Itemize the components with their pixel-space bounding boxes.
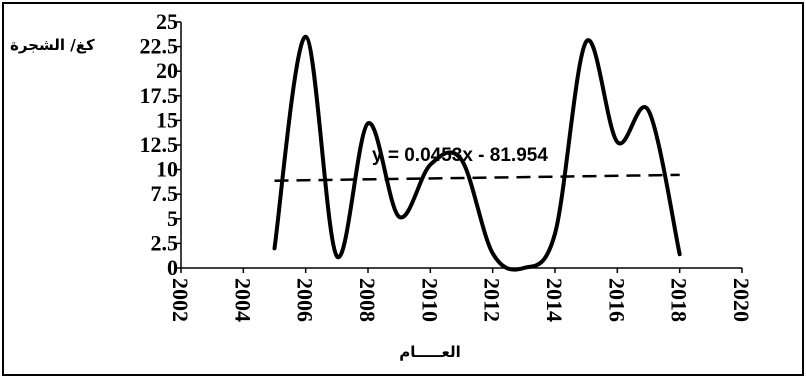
- series-line: [272, 34, 682, 272]
- y-tick-label: 12.5: [140, 132, 179, 157]
- trendline-equation: y = 0.0453x - 81.954: [372, 145, 548, 166]
- x-tick-label: 2014: [542, 278, 567, 322]
- x-axis: 2002 2004 2006 2008 2010 2012 2014 2016 2018 2020: [168, 267, 754, 322]
- x-tick-label: 2004: [230, 278, 255, 322]
- x-tick-label: 2008: [355, 278, 380, 322]
- x-axis-title: العـــــام: [399, 343, 461, 361]
- x-tick-label: 2012: [480, 278, 505, 322]
- y-axis-title: كغ/ الشجرة: [10, 36, 95, 54]
- x-tick-label: 2020: [729, 278, 754, 322]
- y-tick-label: 7.5: [151, 181, 179, 206]
- y-tick-label: 5: [167, 206, 178, 231]
- y-tick-label: 0: [167, 255, 178, 280]
- x-tick-label: 2010: [417, 278, 442, 322]
- y-tick-label: 2.5: [151, 230, 179, 255]
- y-tick-label: 22.5: [140, 34, 179, 59]
- x-tick-label: 2002: [168, 278, 193, 322]
- trendline: [274, 173, 680, 182]
- y-tick-label: 25: [156, 9, 178, 34]
- x-tick-label: 2016: [604, 278, 629, 322]
- x-tick-label: 2006: [293, 278, 318, 322]
- y-tick-label: 20: [156, 58, 178, 83]
- y-tick-label: 15: [156, 107, 178, 132]
- x-tick-label: 2018: [667, 278, 692, 322]
- trendline-layer: [274, 173, 680, 182]
- series-layer: [272, 34, 682, 272]
- y-tick-label: 17.5: [140, 83, 179, 108]
- y-tick-label: 10: [156, 157, 178, 182]
